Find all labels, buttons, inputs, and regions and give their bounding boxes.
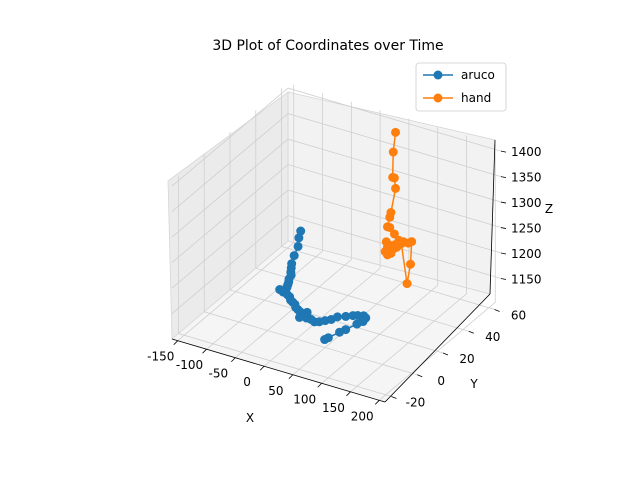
y-grid-line-2 <box>229 132 444 354</box>
z-tick-label-5: 1400 <box>511 145 542 159</box>
data-point-hand-6 <box>385 212 395 222</box>
y-grid-line-0 <box>178 175 392 397</box>
data-point-aruco-26 <box>295 312 305 322</box>
z-tick-mark-2 <box>500 227 507 229</box>
x-grid-line-0 <box>177 84 295 342</box>
axes-panes <box>167 91 496 403</box>
data-point-aruco-34 <box>341 311 351 321</box>
data-point-aruco-0 <box>296 226 306 236</box>
z-tick-mark-0 <box>500 278 507 280</box>
y-axis-line <box>384 293 491 403</box>
x-tick-mark-0 <box>173 340 179 345</box>
data-point-hand-15 <box>402 279 412 289</box>
z-ticks: 1150 1200 1250 1300 1350 1400 <box>500 145 542 287</box>
x-grid-line-1 <box>206 93 323 350</box>
x-tick-mark-5 <box>317 382 322 388</box>
z-grid-line-0 <box>171 215 502 314</box>
x-tick-label-1: -100 <box>176 358 203 372</box>
x-tick-mark-2 <box>231 357 236 363</box>
x-tick-label-4: 50 <box>268 384 283 398</box>
y-tick-label-1: 0 <box>437 374 445 388</box>
y-grid-line-3 <box>255 110 469 332</box>
x-axis-line <box>171 338 386 403</box>
data-point-hand-0 <box>391 127 401 137</box>
x-grid-line-2 <box>235 101 352 359</box>
data-point-aruco-40 <box>352 319 362 329</box>
y-tick-mark-3 <box>468 330 474 334</box>
z-grid-line-4 <box>171 113 502 212</box>
x-tick-mark-4 <box>288 374 294 380</box>
data-point-aruco-3 <box>289 251 299 261</box>
y-tick-mark-1 <box>417 374 423 378</box>
x-tick-label-6: 150 <box>322 401 345 415</box>
data-point-aruco-42 <box>335 327 345 337</box>
x-tick-label-2: -50 <box>209 367 229 381</box>
z-grid-line-2 <box>171 164 502 263</box>
legend-label-hand: hand <box>461 91 491 105</box>
data-point-aruco-44 <box>320 335 330 345</box>
x-tick-mark-3 <box>259 365 265 371</box>
x-tick-label-5: 100 <box>293 392 316 406</box>
z-grid-line-5 <box>171 87 502 187</box>
z-axis-line <box>489 139 496 295</box>
series-layer <box>275 127 417 345</box>
z-tick-mark-3 <box>500 201 507 204</box>
y-tick-label-0: -20 <box>406 396 426 410</box>
series-hand <box>380 127 417 289</box>
y-grid-line-4 <box>281 88 495 310</box>
y-tick-mark-2 <box>442 352 449 356</box>
y-tick-mark-0 <box>391 396 397 399</box>
x-tick-mark-1 <box>202 348 207 354</box>
x-ticks: -150-100 -50 0 50 100 150 200 <box>147 340 380 423</box>
x-grid-line-5 <box>321 127 439 384</box>
z-tick-label-3: 1300 <box>511 196 542 210</box>
x-tick-label-7: 200 <box>351 409 374 423</box>
data-point-hand-14 <box>406 259 416 269</box>
z-tick-mark-5 <box>500 150 507 153</box>
y-axis-label: Y <box>469 377 478 391</box>
data-point-aruco-1 <box>294 233 304 243</box>
legend-marker-aruco <box>433 70 443 80</box>
z-grid-line-1 <box>171 189 502 289</box>
z-tick-label-1: 1200 <box>511 247 542 261</box>
y-tick-mark-4 <box>494 309 500 312</box>
data-point-hand-4 <box>391 183 401 193</box>
data-point-hand-25 <box>392 242 402 252</box>
data-point-hand-1 <box>388 147 398 157</box>
legend: aruco hand <box>415 62 507 112</box>
z-tick-mark-1 <box>500 252 507 255</box>
y-tick-label-3: 40 <box>485 330 500 344</box>
x-tick-mark-7 <box>374 400 380 405</box>
y-ticks: -20 0 20 40 60 <box>391 308 526 410</box>
z-tick-mark-4 <box>500 176 507 178</box>
data-point-aruco-2 <box>293 241 303 251</box>
data-point-hand-9 <box>389 229 399 239</box>
y-grid-line-1 <box>203 153 418 376</box>
grid-lines <box>171 84 502 401</box>
data-point-hand-3 <box>389 173 399 183</box>
data-point-hand-8 <box>385 222 395 232</box>
x-axis-label: X <box>246 411 254 425</box>
z-grid-line-3 <box>171 138 502 238</box>
x-grid-line-3 <box>263 110 381 367</box>
data-point-aruco-33 <box>332 312 342 322</box>
series-aruco <box>275 226 371 345</box>
z-tick-label-2: 1250 <box>511 222 542 236</box>
legend-marker-hand <box>433 93 443 103</box>
data-point-hand-20 <box>381 237 391 247</box>
chart-title: 3D Plot of Coordinates over Time <box>212 38 443 54</box>
x-tick-label-0: -150 <box>147 350 174 364</box>
legend-label-aruco: aruco <box>461 68 495 82</box>
y-tick-label-4: 60 <box>511 308 526 322</box>
data-point-hand-13 <box>407 237 417 247</box>
z-tick-label-4: 1350 <box>511 171 542 185</box>
z-axis-label: Z <box>545 202 553 216</box>
z-tick-label-0: 1150 <box>511 273 542 287</box>
x-tick-label-3: 0 <box>243 375 251 389</box>
y-tick-label-2: 20 <box>459 352 474 366</box>
x-grid-line-6 <box>350 135 467 393</box>
x-tick-mark-6 <box>346 391 351 397</box>
